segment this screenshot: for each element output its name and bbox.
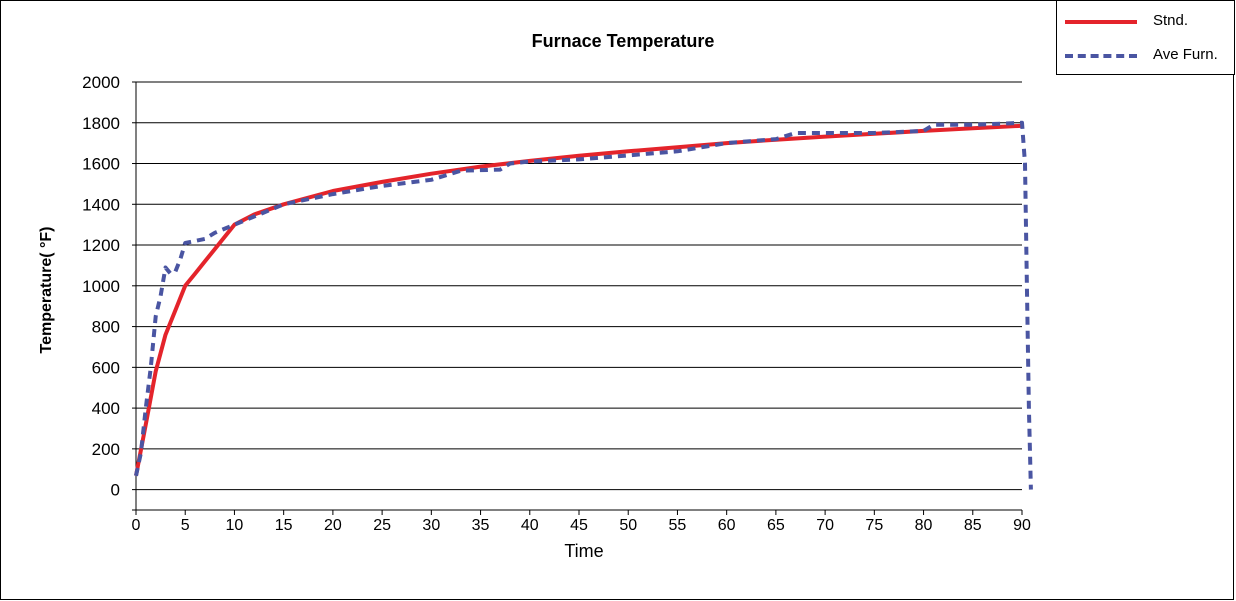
x-tick-label: 25 xyxy=(373,517,391,534)
y-tick-label: 2000 xyxy=(82,73,120,92)
chart-title: Furnace Temperature xyxy=(532,31,715,51)
legend-item-ave-furn: Ave Furn. xyxy=(1057,45,1236,65)
grid-lines xyxy=(136,81,1022,511)
y-tick-label: 1600 xyxy=(82,155,120,174)
y-tick-label: 400 xyxy=(92,399,120,418)
y-tick-label: 800 xyxy=(92,318,120,337)
legend: Stnd. Ave Furn. xyxy=(1056,0,1235,75)
x-tick-label: 20 xyxy=(324,517,342,534)
legend-item-stnd: Stnd. xyxy=(1057,11,1236,31)
x-tick-label: 15 xyxy=(275,517,293,534)
x-tick-label: 40 xyxy=(521,517,539,534)
x-tick-label: 30 xyxy=(422,517,440,534)
x-tick-label: 65 xyxy=(767,517,785,534)
series-line-stnd xyxy=(134,123,1023,477)
x-tick-label: 60 xyxy=(718,517,736,534)
series-line-ave-furn xyxy=(134,120,1033,490)
legend-swatch-ave-furn xyxy=(1065,54,1137,58)
x-tick-label: 55 xyxy=(669,517,687,534)
x-tick-label: 50 xyxy=(619,517,637,534)
axes: 0 200 400 600 800 1000 1200 1400 1600 1800 2000 0 5 1… xyxy=(82,73,1031,534)
series-lines xyxy=(134,120,1033,490)
legend-swatch-stnd xyxy=(1065,20,1137,24)
y-tick-label: 1400 xyxy=(82,195,120,214)
legend-label-stnd: Stnd. xyxy=(1153,12,1189,29)
y-tick-label: 200 xyxy=(92,440,120,459)
y-tick-label: 1800 xyxy=(82,114,120,133)
x-tick-label: 5 xyxy=(181,517,190,534)
x-tick-label: 35 xyxy=(472,517,490,534)
y-tick-label: 1200 xyxy=(82,236,120,255)
legend-label-ave-furn: Ave Furn. xyxy=(1153,46,1218,63)
x-axis-label: Time xyxy=(564,541,603,561)
x-tick-label: 85 xyxy=(964,517,982,534)
y-tick-label: 0 xyxy=(111,481,120,500)
x-tick-label: 45 xyxy=(570,517,588,534)
x-tick-label: 90 xyxy=(1013,517,1031,534)
y-tick-label: 1000 xyxy=(82,277,120,296)
x-tick-label: 0 xyxy=(132,517,141,534)
x-tick-label: 70 xyxy=(816,517,834,534)
x-tick-label: 80 xyxy=(915,517,933,534)
x-tick-label: 10 xyxy=(226,517,244,534)
x-tick-label: 75 xyxy=(865,517,883,534)
y-tick-label: 600 xyxy=(92,358,120,377)
y-axis-label: Temperature( °F) xyxy=(38,226,55,353)
